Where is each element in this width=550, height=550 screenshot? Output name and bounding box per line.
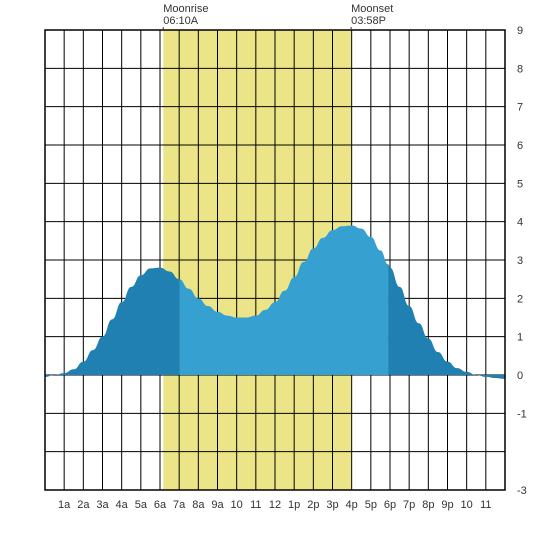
x-tick-label: 1p xyxy=(288,499,300,511)
y-tick-label: 7 xyxy=(517,102,523,114)
x-tick-label: 4p xyxy=(346,499,358,511)
x-tick-label: 5p xyxy=(365,499,377,511)
y-tick-label: 6 xyxy=(517,140,523,152)
x-tick-label: 10 xyxy=(231,499,243,511)
moonset-time: 03:58P xyxy=(351,15,386,27)
x-tick-label: 4a xyxy=(116,499,129,511)
x-tick-label: 3p xyxy=(326,499,338,511)
x-tick-label: 3a xyxy=(96,499,109,511)
x-tick-label: 11 xyxy=(250,499,261,511)
x-tick-label: 10 xyxy=(461,499,473,511)
x-tick-label: 5a xyxy=(135,499,148,511)
moonrise-label: Moonrise xyxy=(163,3,208,15)
x-tick-label: 9a xyxy=(211,499,224,511)
x-tick-label: 8a xyxy=(192,499,205,511)
y-tick-label: 0 xyxy=(517,370,523,382)
x-tick-label: 2p xyxy=(307,499,319,511)
chart-svg: 1a2a3a4a5a6a7a8a9a1011121p2p3p4p5p6p7p8p… xyxy=(0,0,550,550)
y-tick-label: 2 xyxy=(517,293,523,305)
y-tick-label: 8 xyxy=(517,63,523,75)
x-tick-label: 9p xyxy=(441,499,453,511)
moonset-label: Moonset xyxy=(351,3,393,15)
x-tick-label: 6p xyxy=(384,499,396,511)
moonrise-time: 06:10A xyxy=(163,15,199,27)
y-tick-label: -1 xyxy=(517,408,527,420)
x-tick-label: 8p xyxy=(422,499,434,511)
y-tick-label: 9 xyxy=(517,25,523,37)
x-tick-label: 12 xyxy=(269,499,281,511)
x-tick-label: 11 xyxy=(480,499,491,511)
x-tick-label: 1a xyxy=(58,499,71,511)
y-tick-label: 3 xyxy=(517,255,523,267)
y-tick-label: -3 xyxy=(517,485,527,497)
y-tick-label: 1 xyxy=(517,332,523,344)
x-tick-label: 6a xyxy=(154,499,167,511)
x-tick-label: 7a xyxy=(173,499,186,511)
tide-chart: 1a2a3a4a5a6a7a8a9a1011121p2p3p4p5p6p7p8p… xyxy=(0,0,550,550)
x-tick-label: 2a xyxy=(77,499,90,511)
x-tick-label: 7p xyxy=(403,499,415,511)
y-tick-label: 5 xyxy=(517,178,523,190)
y-tick-label: 4 xyxy=(517,217,523,229)
